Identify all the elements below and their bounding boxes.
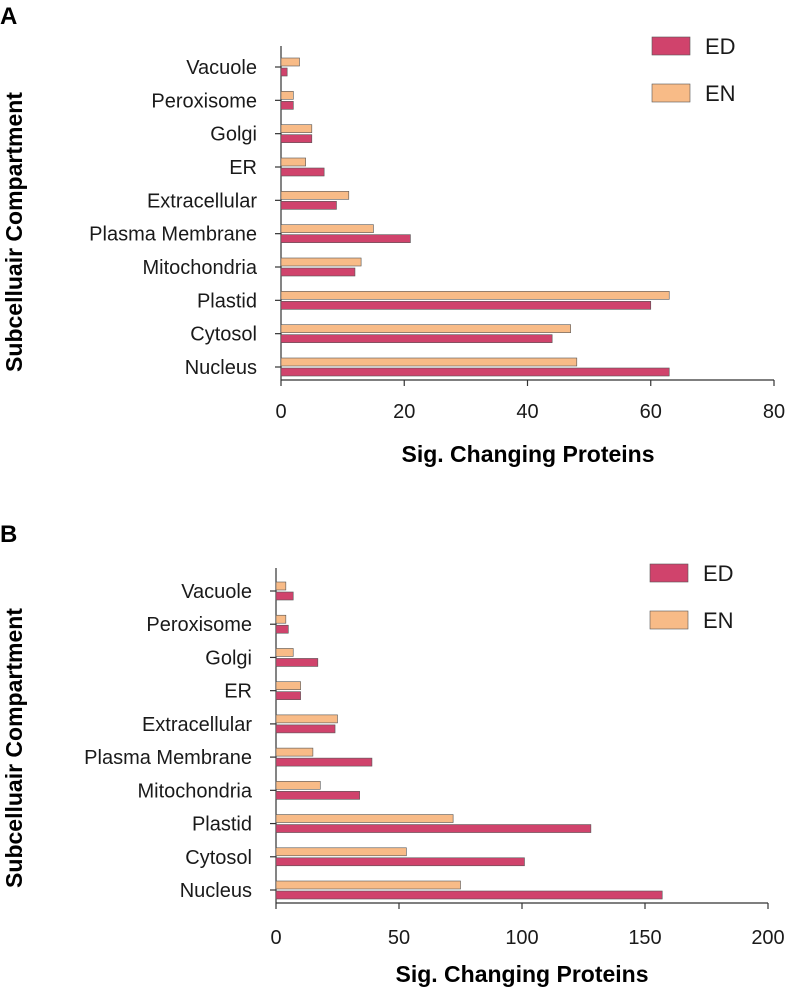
panel-b-legend-swatch-en: [649, 610, 689, 630]
panel-a-bar-ed-cytosol: [280, 334, 553, 343]
panel-b-category-label: ER: [224, 681, 252, 703]
panel-b-x-tick-label: 0: [270, 927, 281, 949]
panel-a-x-axis-label: Sig. Changing Proteins: [401, 441, 654, 467]
panel-b-bar-ed-nucleus: [275, 890, 663, 900]
panel-a-legend-swatch-en: [651, 83, 691, 103]
panel-a-category-label: ER: [229, 157, 257, 179]
panel-b-category-label: Mitochondria: [137, 780, 252, 802]
panel-b-bar-ed-plastid: [275, 824, 592, 833]
panel-a-x-tick-label: 60: [640, 401, 662, 423]
panel-b-bar-en-plasma-membrane: [275, 747, 314, 757]
panel-b-bar-en-vacuole: [275, 581, 287, 591]
panel-b-bar-en-nucleus: [275, 880, 461, 890]
panel-b-x-tick-label: 50: [388, 927, 410, 949]
panel-b-bar-ed-peroxisome: [275, 624, 289, 634]
panel-a-category-label: Plasma Membrane: [89, 224, 257, 246]
panel-a-bar-ed-nucleus: [280, 367, 670, 377]
panel-b-x-tick-label: 100: [505, 927, 538, 949]
panel-b-category-label: Extracellular: [142, 714, 252, 736]
panel-a-bar-ed-extracellular: [280, 201, 337, 210]
panel-a-category-label: Mitochondria: [142, 257, 257, 279]
panel-b-bar-en-plastid: [275, 814, 454, 823]
panel-a: A Subcelluair Compartment Sig. Changing …: [0, 3, 785, 467]
panel-b-category-label: Peroxisome: [146, 614, 252, 636]
panel-a-letter: A: [0, 3, 17, 30]
panel-a-bar-en-plasma-membrane: [280, 224, 374, 233]
panel-b-category-label: Cytosol: [185, 847, 252, 869]
panel-b-legend-swatch-ed: [649, 563, 689, 583]
panel-a-legend-swatch-ed: [651, 36, 691, 56]
panel-b-bar-ed-golgi: [275, 658, 319, 667]
panel-a-bar-en-vacuole: [280, 57, 300, 67]
panel-b-y-axis-label: Subcelluair Compartment: [1, 608, 27, 888]
panel-b-bar-ed-extracellular: [275, 724, 336, 734]
panel-b-plot: 0 50 100 150 200 Nucleus Cytosol Plastid Mitocho…: [84, 561, 785, 949]
panel-a-category-label: Plastid: [197, 290, 257, 312]
panel-a-category-label: Extracellular: [147, 190, 257, 212]
panel-b-x-tick-label: 150: [628, 927, 661, 949]
panel-b-category-label: Vacuole: [181, 581, 252, 603]
panel-b-bar-ed-cytosol: [275, 857, 525, 867]
panel-b-bar-en-er: [275, 681, 301, 690]
panel-a-category-label: Vacuole: [186, 57, 257, 79]
panel-a-bar-en-er: [280, 157, 306, 167]
panel-a-x-tick-label: 20: [393, 401, 415, 423]
panel-b-bar-ed-vacuole: [275, 591, 294, 601]
panel-b-category-label: Plastid: [192, 814, 252, 836]
panel-b-legend: ED EN: [649, 561, 734, 633]
panel-b-bar-en-golgi: [275, 648, 294, 657]
panel-a-bar-ed-vacuole: [280, 67, 288, 77]
panel-b-bar-en-extracellular: [275, 714, 338, 724]
panel-a-bar-en-mitochondria: [280, 257, 362, 267]
panel-b-letter: B: [0, 521, 17, 548]
panel-b-bar-ed-plasma-membrane: [275, 757, 373, 767]
panel-a-x-tick-label: 0: [275, 401, 286, 423]
panel-a-bar-en-peroxisome: [280, 91, 294, 100]
panel-a-bar-en-extracellular: [280, 191, 350, 200]
panel-a-bar-ed-peroxisome: [280, 101, 294, 110]
panel-a-bar-ed-plasma-membrane: [280, 234, 411, 243]
panel-b-category-label: Plasma Membrane: [84, 747, 252, 769]
panel-a-category-label: Peroxisome: [151, 90, 257, 112]
panel-a-y-axis-label: Subcelluair Compartment: [1, 92, 27, 372]
panel-a-category-label: Cytosol: [190, 324, 257, 346]
panel-a-bar-en-nucleus: [280, 357, 578, 367]
panel-a-bar-ed-golgi: [280, 134, 313, 143]
panel-b-legend-label-ed: ED: [703, 561, 734, 586]
panel-b-bar-ed-mitochondria: [275, 791, 360, 800]
panel-a-bar-en-golgi: [280, 124, 313, 133]
panel-a-bar-ed-er: [280, 167, 325, 177]
panel-a-x-tick-label: 80: [763, 401, 785, 423]
panel-a-bar-ed-mitochondria: [280, 267, 356, 277]
panel-a-category-label: Nucleus: [185, 357, 257, 379]
panel-b-bar-ed-er: [275, 691, 301, 700]
panel-b-legend-label-en: EN: [703, 608, 734, 633]
panel-b-x-axis-label: Sig. Changing Proteins: [395, 961, 648, 987]
panel-a-x-tick-label: 40: [516, 401, 538, 423]
panel-b-x-tick-label: 200: [751, 927, 784, 949]
panel-b: B Subcelluair Compartment Sig. Changing …: [0, 521, 785, 987]
panel-b-category-label: Golgi: [205, 647, 252, 669]
panel-b-bar-en-peroxisome: [275, 614, 287, 624]
panel-b-bar-en-mitochondria: [275, 781, 321, 790]
panel-a-bar-en-plastid: [280, 291, 670, 300]
panel-b-bar-en-cytosol: [275, 847, 407, 857]
panel-a-legend-label-en: EN: [705, 81, 736, 106]
panel-b-category-label: Nucleus: [180, 880, 252, 902]
panel-a-plot: 0 20 40 60 80 Nucleus Cytosol Plastid Mitochondr…: [89, 34, 785, 423]
panel-a-legend-label-ed: ED: [705, 34, 736, 59]
panel-a-category-label: Golgi: [210, 124, 257, 146]
panel-a-bar-ed-plastid: [280, 301, 652, 310]
panel-a-bar-en-cytosol: [280, 324, 571, 333]
panel-a-legend: ED EN: [651, 34, 736, 106]
